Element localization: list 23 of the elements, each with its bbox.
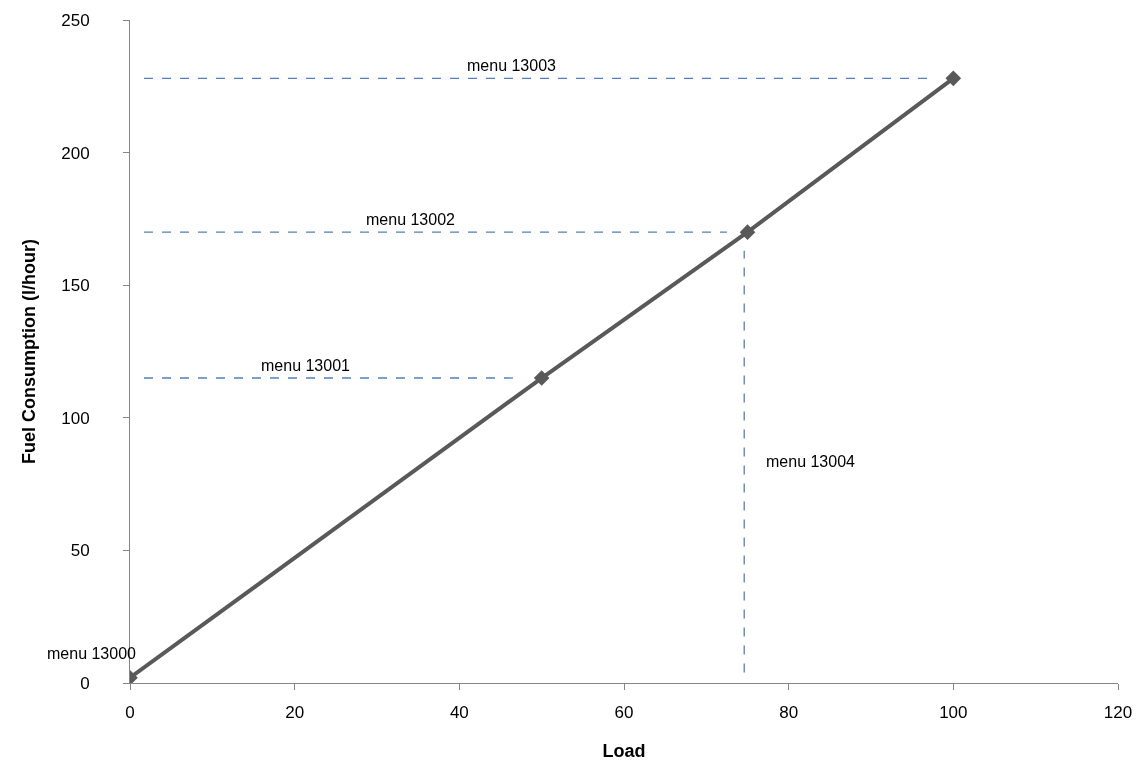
x-tick-label: 20 — [285, 703, 305, 723]
x-tick-label: 40 — [449, 703, 469, 723]
y-tick-label: 50 — [70, 541, 90, 561]
y-tick-label: 0 — [80, 673, 90, 693]
y-axis-title: Fuel Consumption (l/hour) — [19, 239, 40, 464]
series-label: menu 13001 — [261, 357, 351, 374]
annotation: menu 13000 — [47, 645, 137, 662]
x-axis-title: Load — [602, 740, 646, 761]
series-label: menu 13002 — [366, 211, 456, 228]
x-tick-label: 60 — [614, 703, 634, 723]
y-tick-label: 200 — [61, 143, 90, 163]
series-label: menu 13003 — [467, 57, 557, 74]
series-label: menu 13004 — [766, 453, 856, 470]
x-tick-label: 80 — [779, 703, 799, 723]
point — [739, 224, 756, 240]
x-tick-label: 100 — [939, 703, 968, 723]
x-tick-label: 120 — [1103, 703, 1133, 723]
point — [533, 370, 550, 386]
point — [945, 70, 962, 87]
y-tick-label: 250 — [61, 10, 90, 30]
y-tick-label: 100 — [61, 408, 90, 428]
x-tick-label: 0 — [125, 703, 135, 723]
y-tick-label: 150 — [61, 276, 90, 296]
